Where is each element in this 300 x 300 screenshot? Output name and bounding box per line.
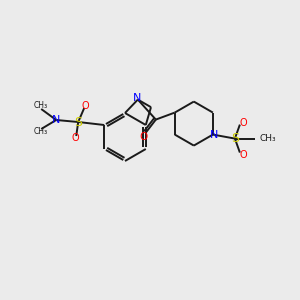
Text: S: S bbox=[231, 132, 239, 145]
Text: N: N bbox=[133, 93, 141, 103]
Text: O: O bbox=[71, 133, 79, 143]
Text: O: O bbox=[239, 150, 247, 160]
Text: O: O bbox=[81, 101, 89, 111]
Text: O: O bbox=[239, 118, 247, 128]
Text: S: S bbox=[74, 116, 82, 128]
Text: CH₃: CH₃ bbox=[33, 101, 47, 110]
Text: CH₃: CH₃ bbox=[260, 134, 277, 143]
Text: O: O bbox=[140, 132, 148, 142]
Text: N: N bbox=[210, 130, 218, 140]
Text: CH₃: CH₃ bbox=[33, 128, 47, 136]
Text: N: N bbox=[52, 115, 60, 125]
